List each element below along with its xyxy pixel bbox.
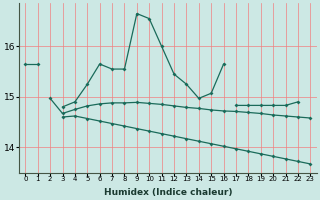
X-axis label: Humidex (Indice chaleur): Humidex (Indice chaleur) <box>104 188 232 197</box>
